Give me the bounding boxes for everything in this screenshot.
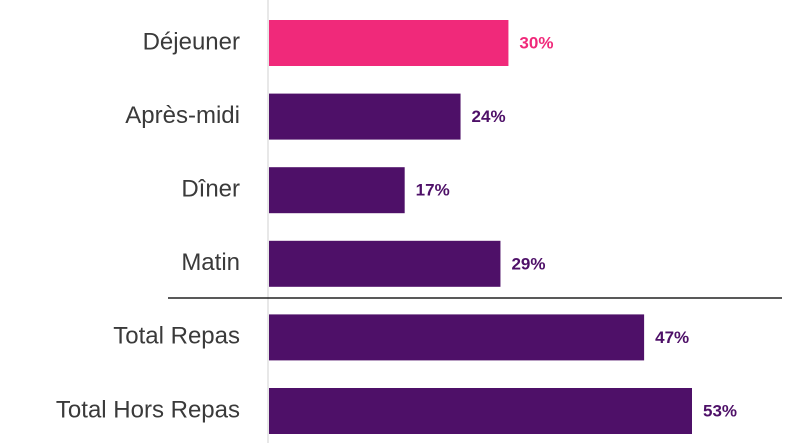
bar — [269, 240, 501, 287]
bar — [269, 167, 405, 214]
bar — [269, 20, 509, 66]
category-label: Après-midi — [125, 102, 240, 129]
value-label: 53% — [703, 401, 737, 420]
bar — [269, 388, 692, 434]
category-label: Déjeuner — [143, 28, 240, 55]
value-label: 24% — [472, 107, 506, 126]
value-label: 30% — [519, 33, 553, 52]
value-label: 17% — [416, 181, 450, 200]
category-label: Matin — [181, 249, 240, 276]
bar — [269, 93, 461, 140]
category-label: Dîner — [181, 176, 240, 203]
category-label: Total Hors Repas — [56, 396, 240, 423]
bar — [269, 314, 645, 361]
value-label: 29% — [511, 254, 545, 273]
value-label: 47% — [655, 328, 689, 347]
category-label: Total Repas — [113, 323, 240, 350]
